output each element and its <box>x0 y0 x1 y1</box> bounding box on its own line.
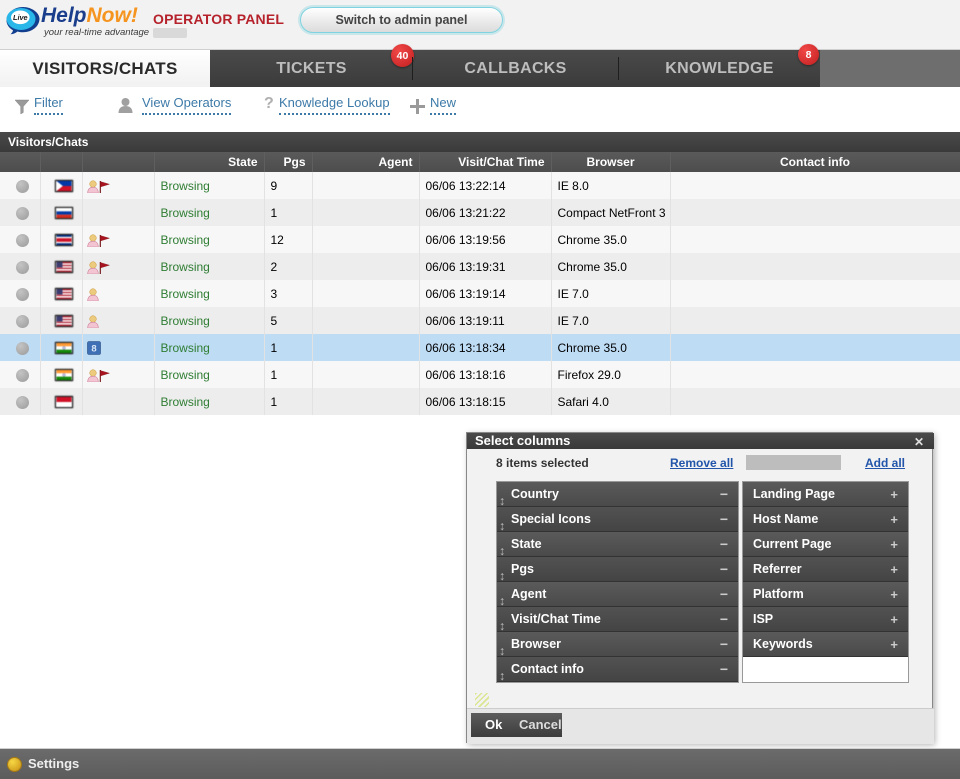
svg-text:Live: Live <box>13 13 28 22</box>
svg-text:8: 8 <box>91 343 96 354</box>
